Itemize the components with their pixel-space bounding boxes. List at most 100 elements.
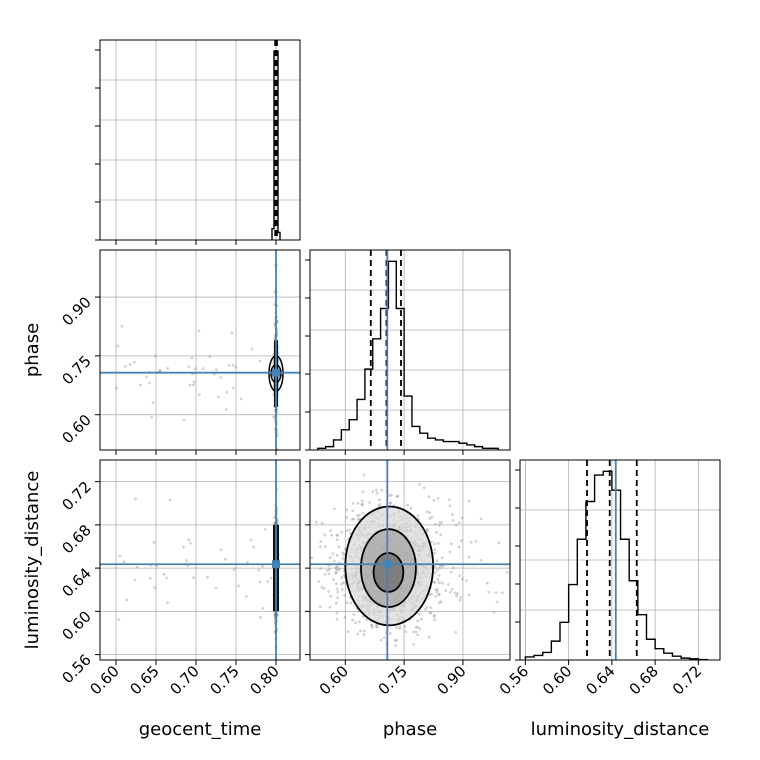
ld-phase-sample-point xyxy=(492,610,496,614)
ld-geocent-sample-point xyxy=(148,576,152,580)
ld-geocent-sample-point xyxy=(266,580,269,583)
ld-phase-sample-point xyxy=(348,531,352,535)
ld-phase-sample-point xyxy=(294,602,297,605)
phase-geocent-sample-point xyxy=(197,329,201,333)
ld-phase-sample-point xyxy=(360,503,364,507)
ld-phase-sample-point xyxy=(319,567,322,570)
ld-phase-sample-point xyxy=(418,612,422,616)
ld-phase-sample-point xyxy=(306,537,309,540)
ld-phase-sample-point xyxy=(495,600,499,604)
ld-phase-sample-point xyxy=(435,591,439,594)
ld-phase-sample-point xyxy=(337,545,341,549)
ld-phase-sample-point xyxy=(409,506,413,510)
ld-phase-sample-point xyxy=(336,534,340,537)
ld-phase-sample-point xyxy=(428,611,432,615)
ld-phase-sample-point xyxy=(268,558,271,561)
phase-geocent-samples xyxy=(115,263,280,450)
ld-phase-sample-point xyxy=(323,573,327,576)
ld-phase-sample-point xyxy=(428,511,432,514)
ld-phase-sample-point xyxy=(362,629,366,633)
ld-phase-sample-point xyxy=(368,501,371,504)
ld-geocent-truth-marker xyxy=(272,560,280,569)
ld-phase-sample-point xyxy=(323,533,327,537)
ld-geocent-sample-point xyxy=(252,545,256,549)
ld-geocent-sample-point xyxy=(244,595,248,598)
ld-phase-sample-point xyxy=(284,531,287,534)
ld-phase-sample-point xyxy=(346,630,350,633)
ld-phase-sample-point xyxy=(356,501,360,505)
ld-phase-sample-point xyxy=(435,588,439,592)
phase-geocent-sample-point xyxy=(197,393,201,397)
ld-hist-xtick-label: 0.72 xyxy=(669,662,705,698)
ld-phase-sample-point xyxy=(360,502,364,506)
ld-phase-sample-point xyxy=(422,486,426,490)
phase-geocent-sample-point xyxy=(216,395,220,399)
ld-geocent-sample-point xyxy=(135,565,139,569)
ld-phase-sample-point xyxy=(331,552,335,556)
phase-geocent-sample-point xyxy=(158,369,162,373)
ld-phase-xtick-label: 0.75 xyxy=(375,662,411,698)
ld-phase-frame xyxy=(309,459,511,661)
ld-phase-sample-point xyxy=(395,626,399,629)
ld-phase-sample-point xyxy=(325,569,329,572)
ld-hist-xtick-label: 0.64 xyxy=(582,662,618,698)
ld-phase-sample-point xyxy=(306,616,309,619)
ld-phase-sample-point xyxy=(345,601,349,605)
ld-geocent-sample-point xyxy=(182,545,185,549)
ld-geocent-sample-point xyxy=(185,559,189,562)
ld-phase-sample-point xyxy=(439,533,443,537)
ld-phase-sample-point xyxy=(378,498,382,502)
ld-phase-sample-point xyxy=(457,545,461,549)
ld-geocent-sample-point xyxy=(125,598,129,602)
phase-geocent-sample-point xyxy=(225,390,229,394)
ld-phase-sample-point xyxy=(419,617,423,621)
ld-phase-sample-point xyxy=(310,556,314,560)
ld-phase-sample-point xyxy=(429,606,433,610)
ld-geocent-sample-point xyxy=(118,554,122,558)
xlabel-luminosity-distance: luminosity_distance xyxy=(531,719,710,740)
ld-geocent-ytick-label: 0.64 xyxy=(58,564,94,600)
ld-phase-sample-point xyxy=(361,511,365,515)
ld-phase-sample-point xyxy=(362,473,366,477)
ld-phase-sample-point xyxy=(468,499,471,503)
ld-geocent-sample-point xyxy=(153,586,156,589)
ld-phase-sample-point xyxy=(388,501,392,505)
ld-phase-sample-point xyxy=(433,581,437,584)
ld-phase-sample-point xyxy=(287,612,290,615)
ld-phase-sample-point xyxy=(415,630,418,634)
ld-phase-sample-point xyxy=(450,542,453,546)
xlabel-geocent-time: geocent_time xyxy=(139,719,262,740)
ld-phase-sample-point xyxy=(351,502,355,505)
ld-phase-sample-point xyxy=(460,577,464,581)
phase-geocent-sample-point xyxy=(219,376,223,380)
ld-phase-sample-point xyxy=(334,565,338,569)
phase-geocent-sample-point xyxy=(132,360,136,364)
ld-phase-sample-point xyxy=(334,571,338,575)
phase-geocent-sample-point xyxy=(224,408,228,412)
phase-geocent-sample-point xyxy=(151,401,155,405)
phase-geocent-sample-point xyxy=(272,415,275,419)
ld-phase-xtick-label: 0.60 xyxy=(316,662,352,698)
ld-phase-sample-point xyxy=(336,565,339,568)
ld-phase-sample-point xyxy=(307,613,310,616)
ld-phase-sample-point xyxy=(434,588,438,592)
ld-phase-sample-point xyxy=(332,578,335,581)
ld-geocent-sample-point xyxy=(219,548,223,552)
ld-phase-sample-point xyxy=(365,618,368,621)
ld-phase-sample-point xyxy=(427,495,431,499)
ld-phase-sample-point xyxy=(425,528,429,532)
phase-geocent-sample-point xyxy=(128,362,132,366)
ld-phase-sample-point xyxy=(380,488,384,492)
ld-phase-sample-point xyxy=(453,591,457,595)
ld-phase-sample-point xyxy=(455,594,458,598)
ld-phase-sample-point xyxy=(357,513,361,517)
phase-hist-frame xyxy=(309,249,511,451)
ld-phase-sample-point xyxy=(416,625,420,629)
phase-geocent-sample-point xyxy=(230,331,234,335)
ld-phase-sample-point xyxy=(334,601,338,605)
ld-phase-sample-point xyxy=(454,630,458,634)
ld-phase-sample-point xyxy=(416,514,420,518)
ld-phase-sample-point xyxy=(449,570,453,574)
ld-phase-sample-point xyxy=(487,590,491,594)
ld-phase-sample-point xyxy=(450,587,454,591)
